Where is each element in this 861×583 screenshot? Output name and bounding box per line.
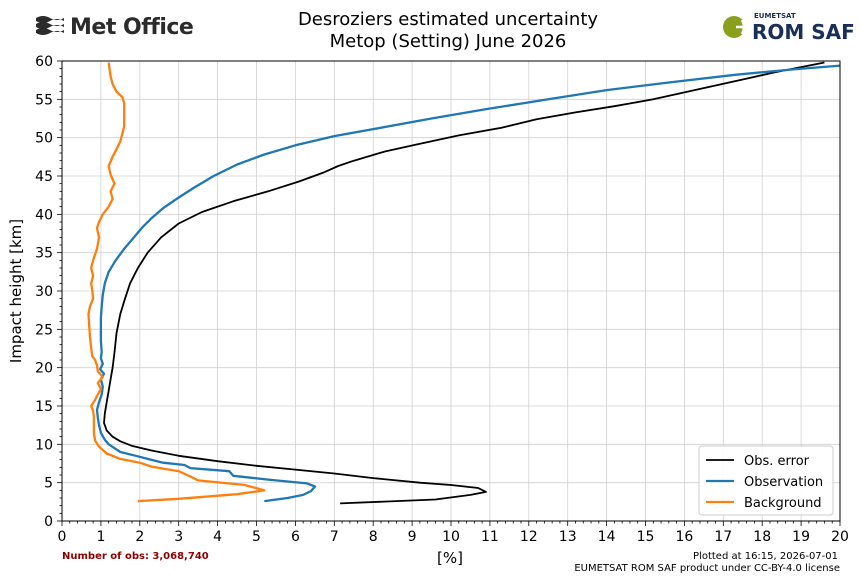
legend-label: Background	[744, 496, 822, 511]
y-tick-label: 0	[44, 514, 53, 530]
x-tick-label: 14	[598, 529, 616, 545]
chart-subtitle: Metop (Setting) June 2026	[330, 31, 567, 52]
rom-saf-logo: EUMETSAT ROM SAF	[723, 12, 855, 44]
y-tick-label: 25	[35, 322, 53, 338]
x-tick-label: 13	[559, 529, 577, 545]
y-tick-label: 55	[35, 92, 53, 108]
axis-ticks: 0 1 2 3 4 5 6 7 8 9 10 11 12 13 14 15 16 17 18 19 2005101520…	[35, 54, 849, 545]
y-axis-label: Impact height [km]	[7, 219, 25, 363]
series-line-observation	[95, 64, 841, 503]
x-tick-label: 1	[96, 529, 105, 545]
x-tick-label: 10	[442, 529, 460, 545]
x-tick-label: 0	[58, 529, 67, 545]
x-tick-label: 5	[252, 529, 261, 545]
y-tick-label: 40	[35, 207, 53, 223]
license-text: EUMETSAT ROM SAF product under CC-BY-4.0…	[574, 563, 840, 574]
rom-saf-emblem-icon	[723, 16, 748, 38]
x-axis-label: [%]	[437, 549, 463, 567]
obs-count: Number of obs: 3,068,740	[62, 551, 209, 562]
rom-saf-logo-text: ROM SAF	[752, 20, 855, 44]
x-tick-label: 3	[174, 529, 183, 545]
x-tick-label: 18	[753, 529, 771, 545]
y-tick-label: 5	[44, 476, 53, 492]
met-office-waves-icon	[36, 16, 64, 35]
x-tick-label: 20	[831, 529, 849, 545]
legend-label: Observation	[744, 475, 823, 490]
series-lines	[87, 61, 841, 505]
y-tick-label: 50	[35, 131, 53, 147]
eumetsat-small-text: EUMETSAT	[754, 12, 796, 20]
x-tick-label: 2	[135, 529, 144, 545]
x-tick-label: 6	[291, 529, 300, 545]
series-line-background	[87, 62, 266, 503]
y-tick-label: 30	[35, 284, 53, 300]
x-tick-label: 7	[330, 529, 339, 545]
legend: Obs. error Observation Background	[698, 445, 834, 516]
series-line-obs-error	[103, 61, 825, 505]
x-tick-label: 11	[481, 529, 499, 545]
x-tick-label: 17	[714, 529, 732, 545]
met-office-logo: Met Office	[36, 15, 194, 40]
y-tick-label: 45	[35, 169, 53, 185]
legend-box	[698, 445, 834, 516]
chart-title: Desroziers estimated uncertainty	[298, 9, 598, 30]
x-tick-label: 15	[637, 529, 655, 545]
x-tick-label: 16	[675, 529, 693, 545]
legend-label: Obs. error	[744, 454, 810, 469]
y-tick-label: 20	[35, 361, 53, 377]
met-office-logo-text: Met Office	[70, 15, 193, 40]
x-tick-label: 9	[408, 529, 417, 545]
x-tick-label: 4	[213, 529, 222, 545]
x-tick-label: 12	[520, 529, 538, 545]
y-tick-label: 10	[35, 437, 53, 453]
y-tick-label: 35	[35, 246, 53, 262]
x-tick-label: 8	[369, 529, 378, 545]
x-tick-label: 19	[792, 529, 810, 545]
y-tick-label: 60	[35, 54, 53, 70]
y-tick-label: 15	[35, 399, 53, 415]
plotted-at: Plotted at 16:15, 2026-07-01	[693, 551, 838, 562]
